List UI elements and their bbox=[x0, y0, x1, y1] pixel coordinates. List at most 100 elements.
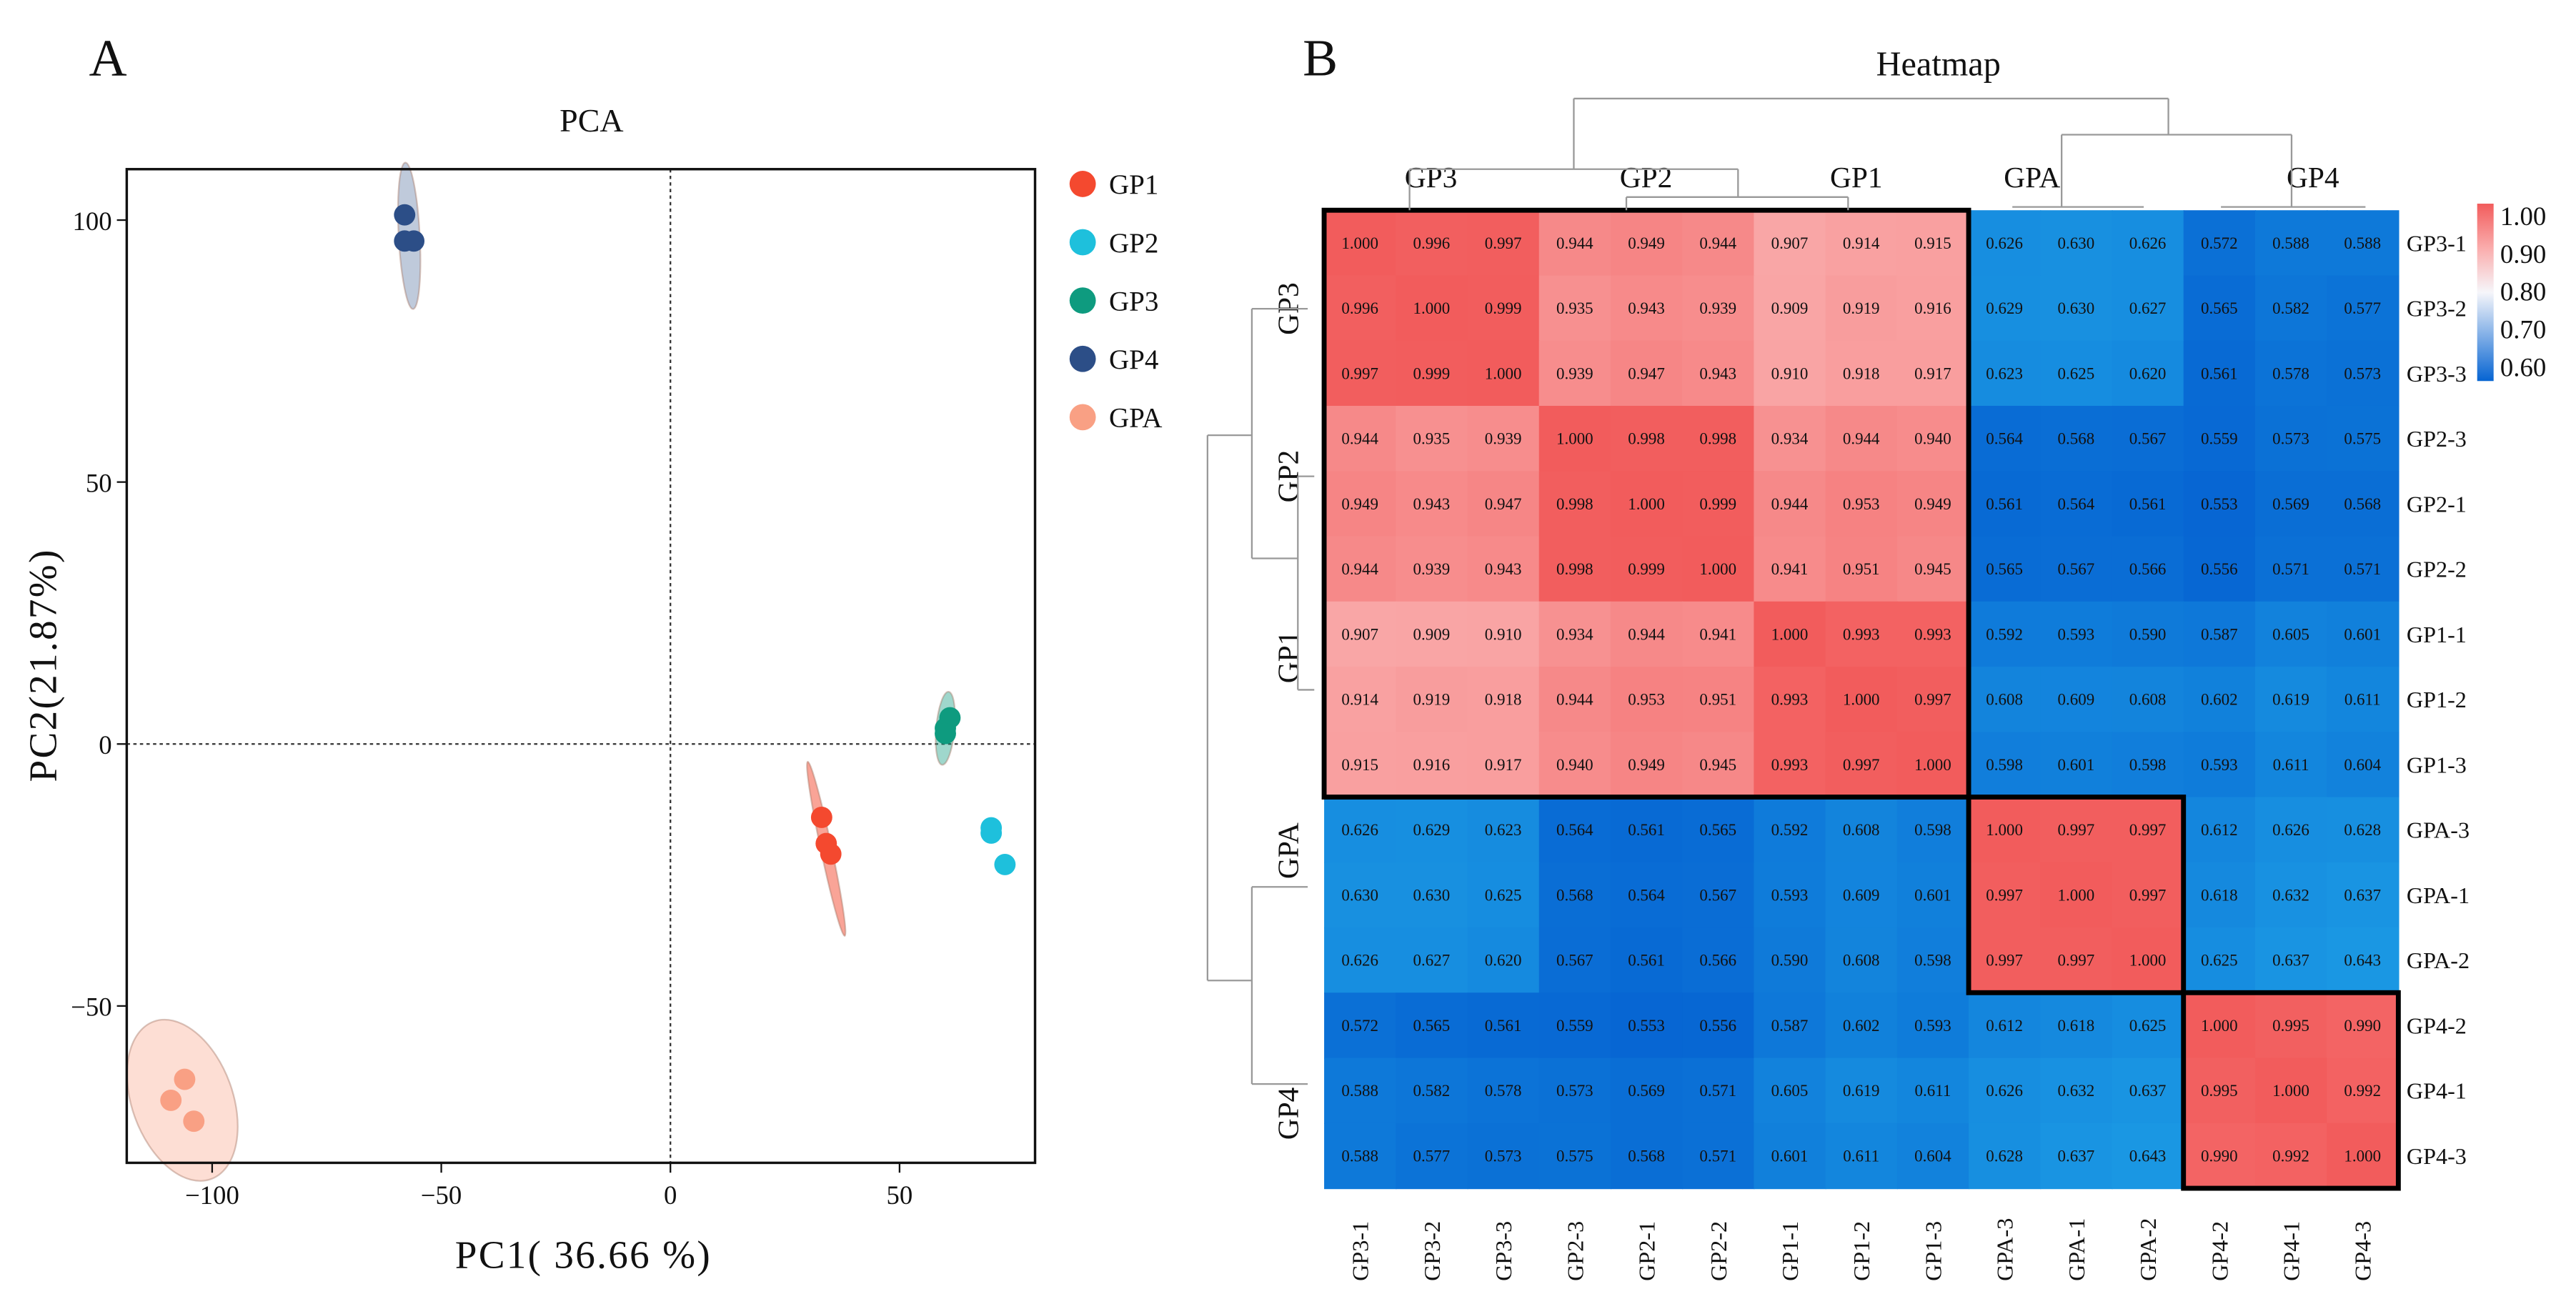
x-tick-label: 0 bbox=[664, 1180, 677, 1210]
cell-value: 0.571 bbox=[1699, 1082, 1736, 1100]
heatmap-cell bbox=[1825, 340, 1898, 407]
cell-value: 0.637 bbox=[2058, 1147, 2095, 1165]
cell-value: 1.000 bbox=[2129, 952, 2167, 970]
column-label: GP1-2 bbox=[1849, 1221, 1874, 1281]
colorbar-tick-label: 0.80 bbox=[2500, 277, 2546, 307]
point-gpa bbox=[174, 1068, 196, 1090]
heatmap-cell bbox=[1754, 275, 1826, 342]
y-tick-label: −50 bbox=[71, 992, 112, 1022]
heatmap-cell bbox=[1610, 862, 1684, 929]
cell-value: 0.637 bbox=[2129, 1082, 2167, 1100]
cell-value: 0.565 bbox=[2201, 299, 2238, 317]
cell-value: 0.620 bbox=[1485, 952, 1522, 970]
cell-value: 0.939 bbox=[1485, 430, 1522, 448]
cell-value: 0.949 bbox=[1628, 234, 1665, 252]
cell-value: 0.564 bbox=[1628, 886, 1665, 904]
column-group-label: GP1 bbox=[1830, 161, 1883, 194]
cell-value: 0.910 bbox=[1771, 364, 1809, 382]
column-group-label: GP3 bbox=[1405, 161, 1458, 194]
cell-value: 0.941 bbox=[1771, 560, 1809, 578]
colorbar bbox=[2477, 204, 2494, 382]
heatmap-cell bbox=[2327, 1123, 2400, 1190]
cell-value: 0.575 bbox=[1556, 1147, 1593, 1165]
heatmap-cell bbox=[1396, 536, 1468, 602]
cell-value: 0.995 bbox=[2201, 1082, 2238, 1100]
cell-value: 0.907 bbox=[1341, 625, 1378, 643]
cell-value: 0.620 bbox=[2129, 364, 2167, 382]
cluster-box bbox=[2181, 990, 2401, 1191]
heatmap-cell bbox=[1467, 275, 1540, 342]
row-label: GP2-1 bbox=[2407, 491, 2467, 517]
cell-value: 0.629 bbox=[1986, 299, 2023, 317]
cell-value: 0.629 bbox=[1413, 821, 1451, 839]
heatmap-cell bbox=[1396, 471, 1468, 537]
cell-value: 0.630 bbox=[1341, 886, 1378, 904]
cell-value: 0.953 bbox=[1628, 691, 1665, 709]
cell-value: 0.593 bbox=[2201, 756, 2238, 774]
cell-value: 0.588 bbox=[2344, 234, 2381, 252]
heatmap-cell bbox=[2183, 992, 2257, 1059]
heatmap-cell bbox=[1682, 927, 1755, 994]
heatmap-cell bbox=[1754, 340, 1826, 407]
heatmap-cell bbox=[1896, 1123, 1970, 1190]
cell-value: 0.626 bbox=[2272, 821, 2309, 839]
heatmap-cell bbox=[1754, 992, 1826, 1059]
heatmap-cell bbox=[2327, 927, 2400, 994]
heatmap-cell bbox=[2040, 536, 2113, 602]
cell-value: 0.944 bbox=[1341, 560, 1378, 578]
heatmap-cell bbox=[1969, 667, 2042, 733]
cell-value: 0.993 bbox=[1771, 756, 1809, 774]
heatmap-cell bbox=[1610, 275, 1684, 342]
legend-label-gp4: GP4 bbox=[1109, 344, 1158, 375]
colorbar-tick-label: 0.60 bbox=[2500, 352, 2546, 382]
cell-value: 0.997 bbox=[1986, 886, 2023, 904]
heatmap-cell bbox=[2327, 667, 2400, 733]
x-tick-label: −100 bbox=[185, 1180, 239, 1210]
heatmap-cell bbox=[1610, 601, 1684, 668]
cell-value: 0.604 bbox=[1914, 1147, 1951, 1165]
heatmap-cell bbox=[1538, 732, 1612, 798]
heatmap-cell bbox=[1467, 862, 1540, 929]
heatmap-cell bbox=[1467, 1123, 1540, 1190]
row-label: GP4-1 bbox=[2407, 1078, 2467, 1104]
cell-value: 0.568 bbox=[2344, 495, 2381, 513]
heatmap-cell bbox=[2040, 732, 2113, 798]
row-label: GP1-1 bbox=[2407, 622, 2467, 647]
pca-title: PCA bbox=[560, 102, 623, 139]
pca-chart: PCA GP1 GP2 GP3 GP4 GPA −100 −50 0 50 −50 0 50 100 PC1… bbox=[21, 102, 1163, 1277]
heatmap-cell bbox=[1896, 210, 1970, 277]
cell-value: 0.996 bbox=[1413, 234, 1451, 252]
heatmap-cell bbox=[1682, 1057, 1755, 1124]
heatmap-cell bbox=[1396, 667, 1468, 733]
heatmap-cell bbox=[2254, 1057, 2328, 1124]
heatmap-cell bbox=[2183, 275, 2257, 342]
heatmap-cell bbox=[2112, 405, 2184, 472]
cell-value: 0.919 bbox=[1413, 691, 1451, 709]
cell-value: 0.935 bbox=[1413, 430, 1451, 448]
cell-value: 0.602 bbox=[2201, 691, 2238, 709]
heatmap-cell bbox=[1896, 862, 1970, 929]
heatmap-cell bbox=[1682, 405, 1755, 472]
heatmap-cell bbox=[2112, 210, 2184, 277]
cell-value: 0.997 bbox=[2129, 821, 2167, 839]
heatmap-cell bbox=[1324, 732, 1397, 798]
cell-value: 0.637 bbox=[2344, 886, 2381, 904]
cell-value: 0.582 bbox=[1413, 1082, 1451, 1100]
x-axis-label: PC1( 36.66 %) bbox=[455, 1233, 712, 1277]
column-label: GPA-1 bbox=[2064, 1218, 2089, 1281]
cell-value: 0.944 bbox=[1556, 234, 1593, 252]
heatmap-cell bbox=[2183, 210, 2257, 277]
column-label: GP2-2 bbox=[1706, 1221, 1731, 1281]
heatmap-cell bbox=[1825, 536, 1898, 602]
heatmap-cell bbox=[2254, 536, 2328, 602]
legend-marker-gp4 bbox=[1069, 345, 1096, 372]
cell-value: 1.000 bbox=[1413, 299, 1451, 317]
heatmap-cell bbox=[1969, 992, 2042, 1059]
cell-value: 0.567 bbox=[2058, 560, 2095, 578]
cell-value: 0.571 bbox=[2272, 560, 2309, 578]
heatmap-cell bbox=[1682, 340, 1755, 407]
cell-value: 0.627 bbox=[2129, 299, 2167, 317]
heatmap-cell bbox=[2112, 862, 2184, 929]
heatmap-cell bbox=[2112, 732, 2184, 798]
